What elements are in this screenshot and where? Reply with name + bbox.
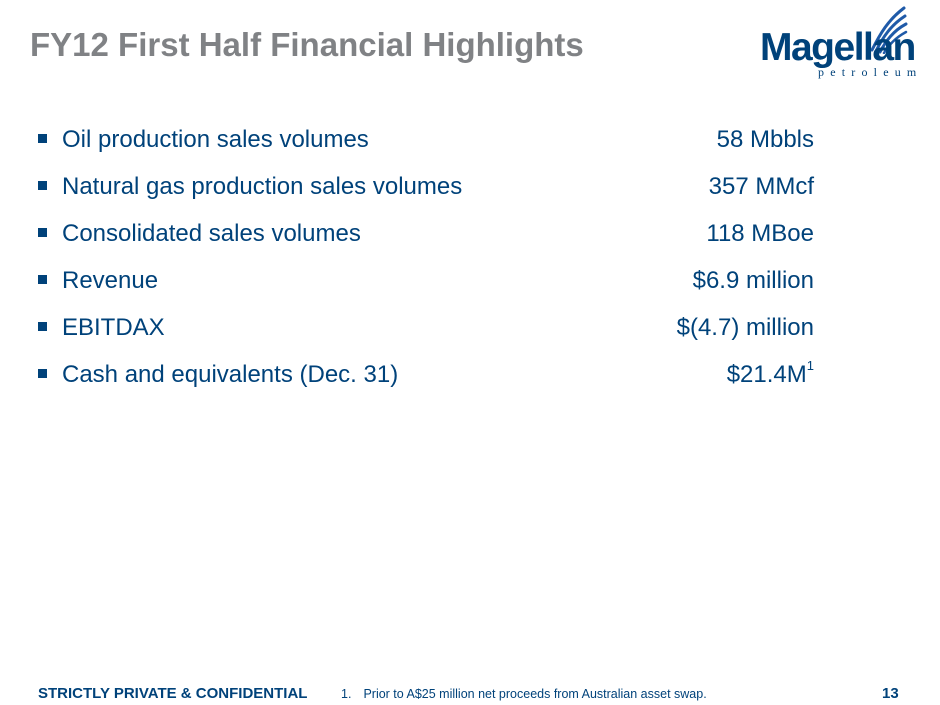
logo-subtitle: petroleum bbox=[818, 65, 923, 79]
item-label: Cash and equivalents (Dec. 31) bbox=[62, 360, 399, 388]
list-item: Oil production sales volumes 58 Mbbls bbox=[38, 116, 818, 163]
item-value: 357 MMcf bbox=[708, 172, 814, 200]
logo-wordmark: Magellan bbox=[760, 26, 916, 69]
footnote: 1. Prior to A$25 million net proceeds fro… bbox=[341, 687, 707, 701]
highlights-list: Oil production sales volumes 58 Mbbls Na… bbox=[38, 116, 818, 398]
footnote-text: Prior to A$25 million net proceeds from … bbox=[363, 687, 707, 701]
bullet-square-icon bbox=[38, 228, 47, 237]
bullet-square-icon bbox=[38, 369, 47, 378]
magellan-logo: Magellan petroleum bbox=[758, 4, 916, 78]
item-value: 118 MBoe bbox=[706, 219, 814, 247]
item-label: Oil production sales volumes bbox=[62, 125, 369, 153]
item-label: Consolidated sales volumes bbox=[62, 219, 361, 247]
item-label: Natural gas production sales volumes bbox=[62, 172, 463, 200]
item-value: $21.4M1 bbox=[726, 357, 814, 388]
bullet-square-icon bbox=[38, 275, 47, 284]
page-number: 13 bbox=[882, 685, 899, 702]
bullet-square-icon bbox=[38, 134, 47, 143]
bullet-square-icon bbox=[38, 322, 47, 331]
list-item: Revenue $6.9 million bbox=[38, 257, 818, 304]
bullet-square-icon bbox=[38, 181, 47, 190]
item-label: EBITDAX bbox=[62, 313, 165, 341]
footnote-marker: 1 bbox=[806, 357, 814, 373]
item-value: 58 Mbbls bbox=[716, 125, 814, 153]
item-value: $6.9 million bbox=[692, 266, 814, 294]
list-item: Cash and equivalents (Dec. 31) $21.4M1 bbox=[38, 351, 818, 398]
item-value: $(4.7) million bbox=[676, 313, 814, 341]
logo-swoosh-icon bbox=[870, 6, 908, 54]
list-item: Consolidated sales volumes 118 MBoe bbox=[38, 210, 818, 257]
list-item: Natural gas production sales volumes 357… bbox=[38, 163, 818, 210]
item-label: Revenue bbox=[62, 266, 159, 294]
slide-title: FY12 First Half Financial Highlights bbox=[30, 26, 584, 63]
confidential-label: STRICTLY PRIVATE & CONFIDENTIAL bbox=[38, 685, 308, 702]
list-item: EBITDAX $(4.7) million bbox=[38, 304, 818, 351]
footnote-number: 1. bbox=[341, 687, 352, 701]
